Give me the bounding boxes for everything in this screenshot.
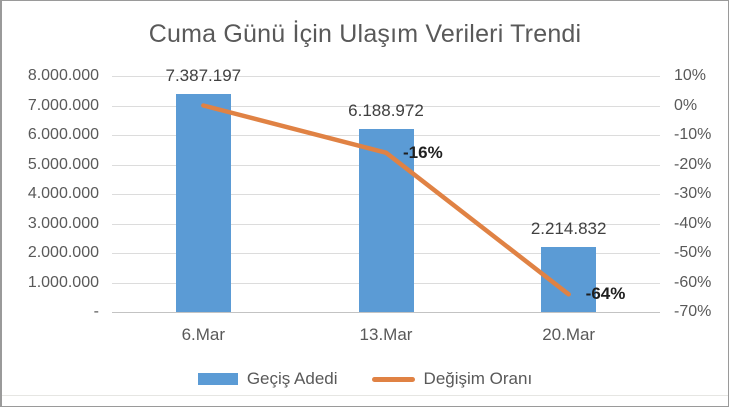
chart-title: Cuma Günü İçin Ulaşım Verileri Trendi [148,20,582,48]
bar-value-label: 6.188.972 [348,101,424,121]
y-axis-tick-left: 5.000.000 [27,155,99,173]
line-series [201,103,571,297]
y-axis-tick-left: 8.000.000 [27,67,99,84]
y-axis-tick-right: -20% [674,155,712,173]
legend-label-degisim-orani: Değişim Oranı [423,369,533,388]
y-axis-tick-right: -30% [674,185,712,202]
y-axis-tick-right: 10% [674,67,707,84]
y-axis-tick-left: 1.000.000 [27,273,99,291]
y-axis-tick-right: -60% [674,273,712,291]
line-point-label: -64% [585,284,626,304]
y-axis-tick-left: 4.000.000 [27,185,99,202]
legend: Geçiş Adedi Değişim Oranı [2,369,728,389]
legend-item-degisim-orani: Değişim Oranı [371,369,533,389]
x-axis-tick-label: 13.Mar [359,325,413,344]
y-axis-tick-right: -40% [674,214,712,232]
chart-bottom-edge [2,395,728,396]
y-axis-tick-right: -70% [674,303,712,320]
y-axis-tick-left: - [93,303,99,320]
y-axis-tick-right: 0% [674,96,698,114]
y-axis-tick-right: -50% [674,244,712,261]
legend-item-gecis-adedi: Geçiş Adedi [197,369,338,389]
legend-label-gecis-adedi: Geçiş Adedi [246,369,338,388]
bar-13-mar [358,129,414,312]
plot-area: 7.387.197 6.188.972 2.214.832 -16% -64% [112,67,660,313]
y-axis-tick-left: 7.000.000 [27,96,99,114]
x-axis-line [112,312,660,313]
y-axis-tick-left: 2.000.000 [27,244,99,261]
bar-value-label: 2.214.832 [530,218,607,238]
gridline [112,105,660,107]
bar-value-label: 7.387.197 [165,66,242,86]
gridline [112,76,660,77]
bar-series-swatch [197,373,238,385]
x-axis-tick-label: 20.Mar [542,325,596,344]
x-axis-tick-label: 6.Mar [181,325,226,344]
line-series-swatch [371,376,415,382]
line-point-label: -16% [403,142,443,162]
y-axis-tick-left: 3.000.000 [27,214,99,232]
y-axis-tick-right: -10% [674,126,712,143]
bar-6-mar [175,94,231,312]
y-axis-tick-left: 6.000.000 [27,126,99,143]
